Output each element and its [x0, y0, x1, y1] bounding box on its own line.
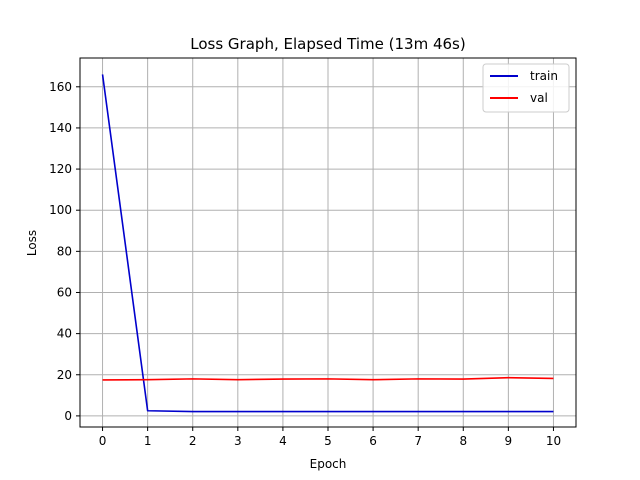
chart-title: Loss Graph, Elapsed Time (13m 46s): [190, 35, 465, 53]
x-axis-label: Epoch: [310, 457, 347, 471]
y-tick-label: 0: [64, 409, 72, 423]
x-tick-label: 9: [505, 434, 513, 448]
x-tick-label: 5: [324, 434, 332, 448]
legend-label-val: val: [530, 91, 548, 105]
x-tick-label: 6: [369, 434, 377, 448]
y-tick-label: 80: [57, 244, 72, 258]
series-line-val: [102, 376, 554, 381]
y-tick-label: 60: [57, 285, 72, 299]
x-tick-label: 10: [546, 434, 561, 448]
x-tick-label: 2: [189, 434, 197, 448]
y-tick-label: 140: [49, 121, 72, 135]
legend: train val: [482, 63, 570, 113]
y-tick-label: 20: [57, 368, 72, 382]
x-tick-label: 1: [144, 434, 152, 448]
y-tick-label: 40: [57, 327, 72, 341]
x-tick-label: 4: [279, 434, 287, 448]
x-tick-label: 3: [234, 434, 242, 448]
legend-label-train: train: [530, 69, 558, 83]
series-line-train: [101, 74, 554, 413]
x-tick-label: 7: [414, 434, 422, 448]
series-lines: [101, 74, 554, 413]
y-tick-label: 120: [49, 162, 72, 176]
y-tick-label: 160: [49, 80, 72, 94]
x-tick-label: 0: [99, 434, 107, 448]
y-tick-label: 100: [49, 203, 72, 217]
y-axis-label: Loss: [25, 230, 39, 256]
x-tick-label: 8: [459, 434, 467, 448]
